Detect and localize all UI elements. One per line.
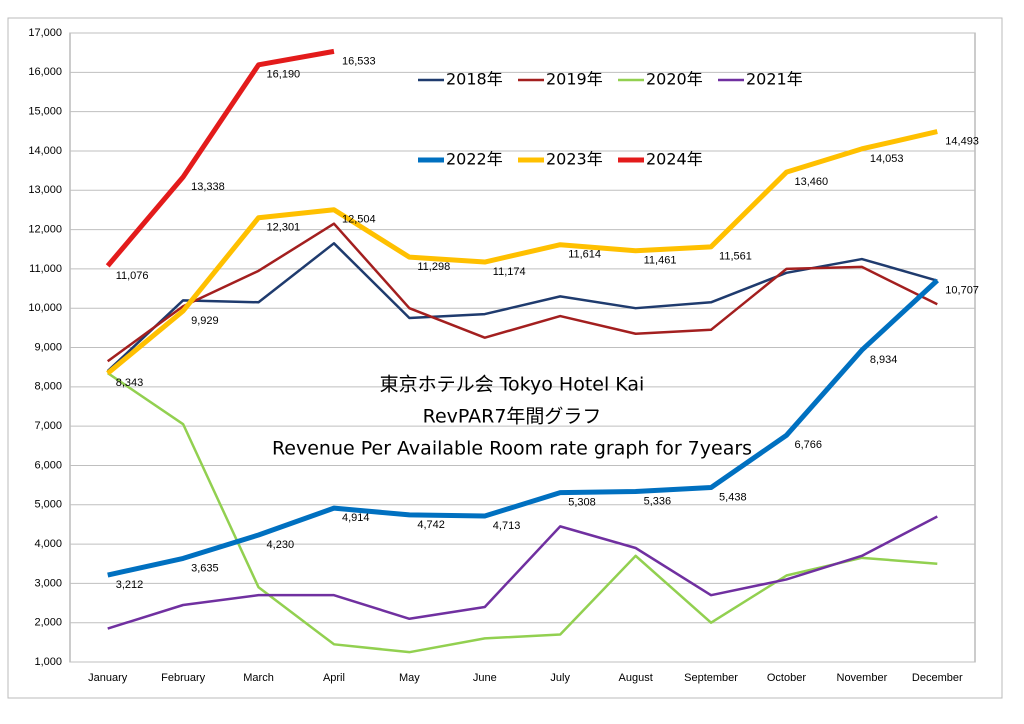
data-label: 16,533 bbox=[342, 55, 376, 67]
legend-label: 2019年 bbox=[546, 70, 603, 89]
y-tick-label: 13,000 bbox=[28, 184, 62, 196]
data-label: 3,212 bbox=[116, 579, 144, 591]
series-line bbox=[106, 242, 938, 372]
y-tick-label: 17,000 bbox=[28, 27, 62, 39]
y-tick-label: 16,000 bbox=[28, 66, 62, 78]
data-label: 13,338 bbox=[191, 181, 225, 193]
data-label: 11,561 bbox=[719, 251, 752, 263]
data-label: 11,298 bbox=[417, 261, 450, 273]
data-label: 4,914 bbox=[342, 512, 370, 524]
data-label: 5,308 bbox=[568, 497, 596, 509]
chart-title: 東京ホテル会 Tokyo Hotel Kai bbox=[380, 374, 645, 396]
chart-title: Revenue Per Available Room rate graph fo… bbox=[272, 438, 752, 460]
series-line bbox=[106, 222, 938, 363]
y-tick-label: 5,000 bbox=[34, 499, 62, 511]
series-line bbox=[107, 372, 938, 654]
data-label: 4,742 bbox=[417, 519, 445, 531]
data-label: 11,614 bbox=[568, 249, 601, 261]
legend-label: 2024年 bbox=[646, 150, 703, 169]
series-line bbox=[107, 515, 938, 630]
x-tick-label: November bbox=[837, 672, 888, 684]
data-label: 5,438 bbox=[719, 491, 747, 503]
x-tick-label: February bbox=[161, 672, 206, 684]
data-label: 9,929 bbox=[191, 315, 219, 327]
y-tick-label: 12,000 bbox=[28, 223, 62, 235]
y-tick-label: 10,000 bbox=[28, 302, 62, 314]
series-line bbox=[107, 278, 939, 578]
data-label: 4,713 bbox=[493, 520, 521, 532]
data-label: 11,174 bbox=[493, 266, 526, 278]
y-tick-label: 15,000 bbox=[28, 106, 62, 118]
x-tick-label: August bbox=[619, 672, 653, 684]
y-tick-label: 6,000 bbox=[34, 459, 62, 471]
data-label: 16,190 bbox=[267, 69, 301, 81]
data-label: 11,461 bbox=[644, 255, 677, 267]
data-label: 12,504 bbox=[342, 214, 376, 226]
data-label: 5,336 bbox=[644, 495, 672, 507]
x-tick-label: July bbox=[550, 672, 570, 684]
series-line bbox=[106, 129, 938, 376]
data-label: 12,301 bbox=[267, 222, 301, 234]
y-tick-label: 8,000 bbox=[34, 381, 62, 393]
data-label: 13,460 bbox=[794, 176, 828, 188]
y-tick-label: 11,000 bbox=[29, 263, 62, 275]
legend-label: 2021年 bbox=[746, 70, 803, 89]
legend-label: 2018年 bbox=[446, 70, 503, 89]
y-tick-label: 3,000 bbox=[34, 577, 62, 589]
chart-frame bbox=[7, 17, 1003, 699]
y-tick-label: 7,000 bbox=[34, 420, 62, 432]
legend-label: 2022年 bbox=[446, 150, 503, 169]
data-label: 4,230 bbox=[267, 539, 295, 551]
x-tick-label: January bbox=[88, 672, 128, 684]
x-tick-label: September bbox=[684, 672, 738, 684]
y-tick-label: 9,000 bbox=[34, 341, 62, 353]
x-tick-label: June bbox=[473, 672, 497, 684]
x-tick-label: May bbox=[399, 672, 420, 684]
legend-label: 2023年 bbox=[546, 150, 603, 169]
data-label: 10,707 bbox=[945, 284, 979, 296]
data-label: 8,934 bbox=[870, 354, 898, 366]
y-tick-label: 2,000 bbox=[34, 617, 62, 629]
chart-title: RevPAR7年間グラフ bbox=[423, 406, 602, 428]
legend-label: 2020年 bbox=[646, 70, 703, 89]
data-label: 14,053 bbox=[870, 153, 904, 165]
x-tick-label: March bbox=[243, 672, 274, 684]
data-label: 11,076 bbox=[116, 270, 149, 282]
x-tick-label: April bbox=[323, 672, 345, 684]
y-tick-label: 1,000 bbox=[34, 656, 62, 668]
data-label: 6,766 bbox=[794, 439, 822, 451]
data-label: 14,493 bbox=[945, 135, 979, 147]
x-tick-label: December bbox=[912, 672, 963, 684]
data-label: 3,635 bbox=[191, 562, 219, 574]
y-tick-label: 14,000 bbox=[28, 145, 62, 157]
x-tick-label: October bbox=[767, 672, 806, 684]
series-line bbox=[105, 48, 335, 268]
y-tick-label: 4,000 bbox=[34, 538, 62, 550]
data-label: 8,343 bbox=[116, 377, 144, 389]
